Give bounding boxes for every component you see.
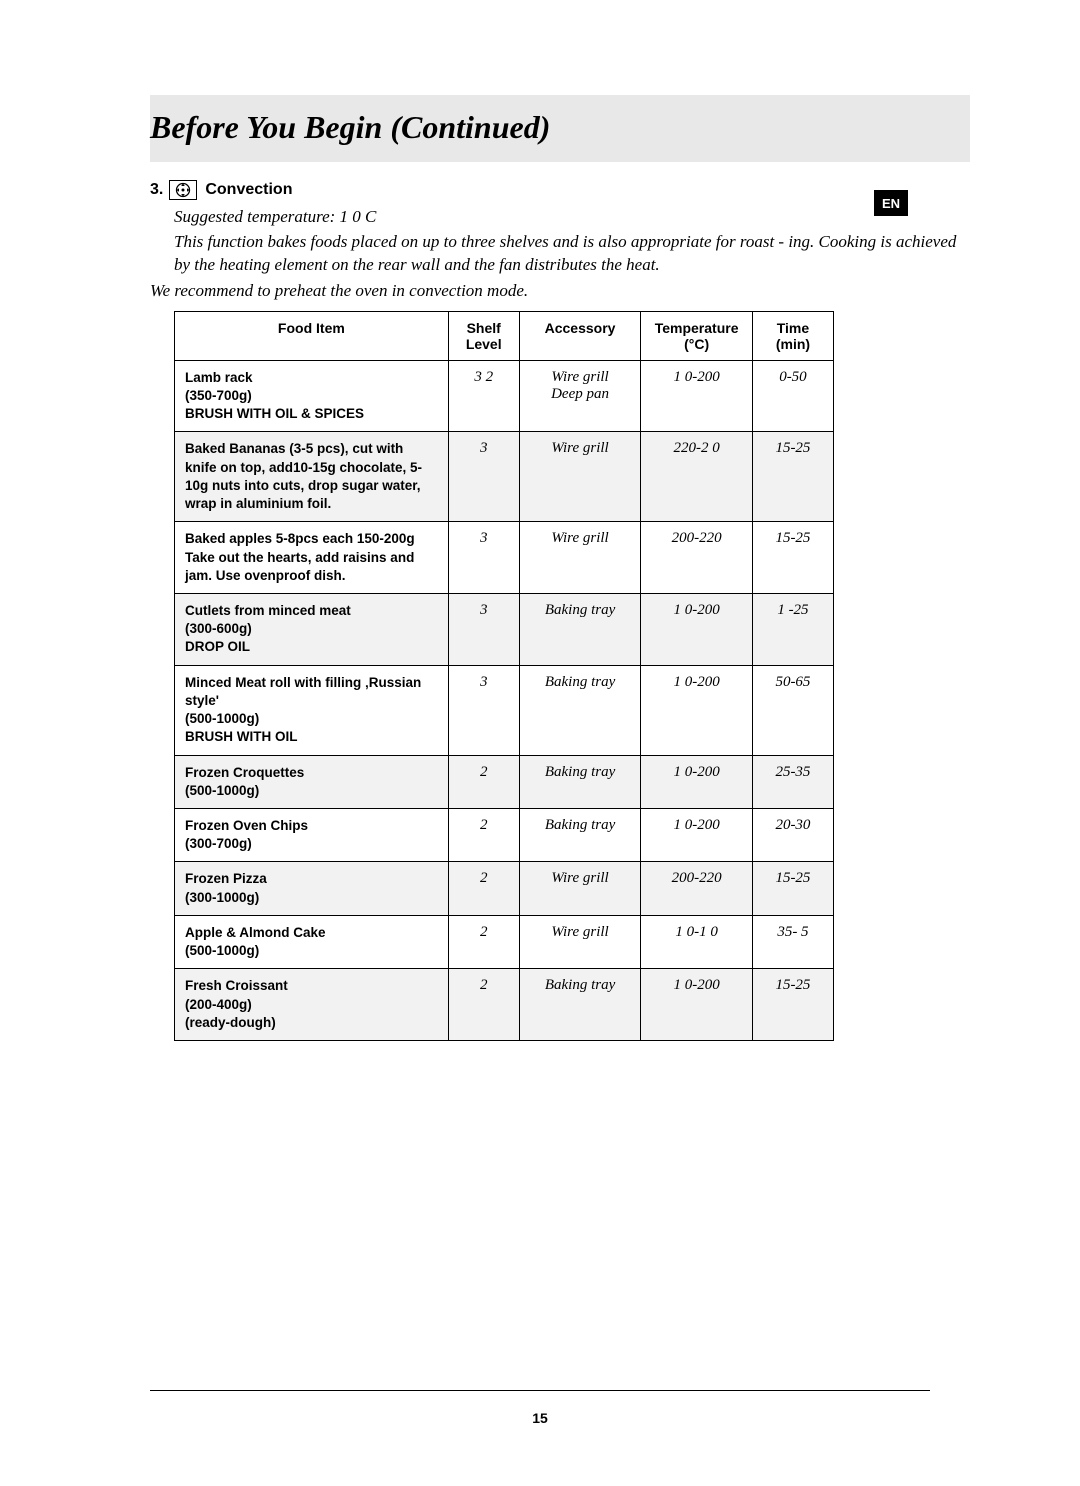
cell-food: Frozen Croquettes(500-1000g) bbox=[175, 755, 449, 808]
cell-accessory: Wire grill bbox=[519, 915, 641, 968]
title-band: Before You Begin (Continued) bbox=[150, 95, 970, 162]
cell-shelf: 3 2 bbox=[448, 360, 519, 432]
table-row: Fresh Croissant(200-400g)(ready-dough)2B… bbox=[175, 969, 834, 1041]
cell-temperature: 1 0-200 bbox=[641, 360, 753, 432]
cell-food: Baked apples 5-8pcs each 150-200gTake ou… bbox=[175, 522, 449, 594]
cell-food: Lamb rack(350-700g)BRUSH WITH OIL & SPIC… bbox=[175, 360, 449, 432]
cell-accessory: Baking tray bbox=[519, 969, 641, 1041]
cell-shelf: 2 bbox=[448, 969, 519, 1041]
table-row: Apple & Almond Cake(500-1000g)2Wire gril… bbox=[175, 915, 834, 968]
cell-time: 15-25 bbox=[752, 969, 833, 1041]
cell-food: Apple & Almond Cake(500-1000g) bbox=[175, 915, 449, 968]
cell-temperature: 1 0-200 bbox=[641, 969, 753, 1041]
cell-accessory: Wire grill bbox=[519, 522, 641, 594]
cell-shelf: 3 bbox=[448, 594, 519, 666]
section-description: This function bakes foods placed on up t… bbox=[174, 231, 970, 277]
cell-shelf: 3 bbox=[448, 522, 519, 594]
cell-accessory: Baking tray bbox=[519, 665, 641, 755]
cell-food: Frozen Oven Chips(300-700g) bbox=[175, 808, 449, 861]
preheat-note: We recommend to preheat the oven in conv… bbox=[150, 281, 970, 301]
table-row: Baked Bananas (3-5 pcs), cut with knife … bbox=[175, 432, 834, 522]
cell-shelf: 3 bbox=[448, 665, 519, 755]
cell-shelf: 2 bbox=[448, 862, 519, 915]
table-row: Frozen Pizza(300-1000g)2Wire grill200-22… bbox=[175, 862, 834, 915]
cell-food: Fresh Croissant(200-400g)(ready-dough) bbox=[175, 969, 449, 1041]
cell-shelf: 2 bbox=[448, 755, 519, 808]
cell-shelf: 2 bbox=[448, 808, 519, 861]
cell-accessory: Baking tray bbox=[519, 755, 641, 808]
cell-temperature: 1 0-200 bbox=[641, 755, 753, 808]
cell-time: 1 -25 bbox=[752, 594, 833, 666]
cell-temperature: 1 0-200 bbox=[641, 665, 753, 755]
section-label: Convection bbox=[205, 181, 292, 199]
section-number: 3. bbox=[150, 181, 163, 199]
footer-divider bbox=[150, 1390, 930, 1391]
cell-accessory: Wire grill bbox=[519, 432, 641, 522]
cell-accessory: Wire grill bbox=[519, 862, 641, 915]
table-row: Minced Meat roll with filling ‚Russian s… bbox=[175, 665, 834, 755]
cell-temperature: 1 0-200 bbox=[641, 808, 753, 861]
cell-food: Minced Meat roll with filling ‚Russian s… bbox=[175, 665, 449, 755]
cell-time: 15-25 bbox=[752, 522, 833, 594]
cell-accessory: Baking tray bbox=[519, 594, 641, 666]
cell-shelf: 3 bbox=[448, 432, 519, 522]
header-shelf: Shelf Level bbox=[448, 311, 519, 360]
cell-time: 0-50 bbox=[752, 360, 833, 432]
cell-temperature: 1 0-200 bbox=[641, 594, 753, 666]
cell-food: Cutlets from minced meat(300-600g)DROP O… bbox=[175, 594, 449, 666]
cell-time: 50-65 bbox=[752, 665, 833, 755]
page-number: 15 bbox=[0, 1410, 1080, 1426]
cell-shelf: 2 bbox=[448, 915, 519, 968]
header-time: Time (min) bbox=[752, 311, 833, 360]
cell-time: 25-35 bbox=[752, 755, 833, 808]
cell-temperature: 1 0-1 0 bbox=[641, 915, 753, 968]
header-temperature: Temperature (°C) bbox=[641, 311, 753, 360]
header-accessory: Accessory bbox=[519, 311, 641, 360]
cell-time: 15-25 bbox=[752, 862, 833, 915]
cell-food: Frozen Pizza(300-1000g) bbox=[175, 862, 449, 915]
language-tab: EN bbox=[874, 190, 908, 216]
table-row: Frozen Oven Chips(300-700g)2Baking tray1… bbox=[175, 808, 834, 861]
cell-time: 35- 5 bbox=[752, 915, 833, 968]
convection-icon bbox=[169, 180, 197, 200]
cell-food: Baked Bananas (3-5 pcs), cut with knife … bbox=[175, 432, 449, 522]
cell-accessory: Baking tray bbox=[519, 808, 641, 861]
table-row: Cutlets from minced meat(300-600g)DROP O… bbox=[175, 594, 834, 666]
cell-time: 20-30 bbox=[752, 808, 833, 861]
cell-accessory: Wire grillDeep pan bbox=[519, 360, 641, 432]
table-row: Lamb rack(350-700g)BRUSH WITH OIL & SPIC… bbox=[175, 360, 834, 432]
cell-time: 15-25 bbox=[752, 432, 833, 522]
suggested-temperature: Suggested temperature: 1 0 C bbox=[174, 206, 970, 229]
page-title: Before You Begin (Continued) bbox=[150, 109, 550, 145]
table-row: Baked apples 5-8pcs each 150-200gTake ou… bbox=[175, 522, 834, 594]
section-heading: 3. Convection bbox=[150, 180, 970, 200]
table-row: Frozen Croquettes(500-1000g)2Baking tray… bbox=[175, 755, 834, 808]
cell-temperature: 220-2 0 bbox=[641, 432, 753, 522]
cooking-table: Food Item Shelf Level Accessory Temperat… bbox=[174, 311, 834, 1041]
table-header-row: Food Item Shelf Level Accessory Temperat… bbox=[175, 311, 834, 360]
cell-temperature: 200-220 bbox=[641, 862, 753, 915]
header-food: Food Item bbox=[175, 311, 449, 360]
cell-temperature: 200-220 bbox=[641, 522, 753, 594]
